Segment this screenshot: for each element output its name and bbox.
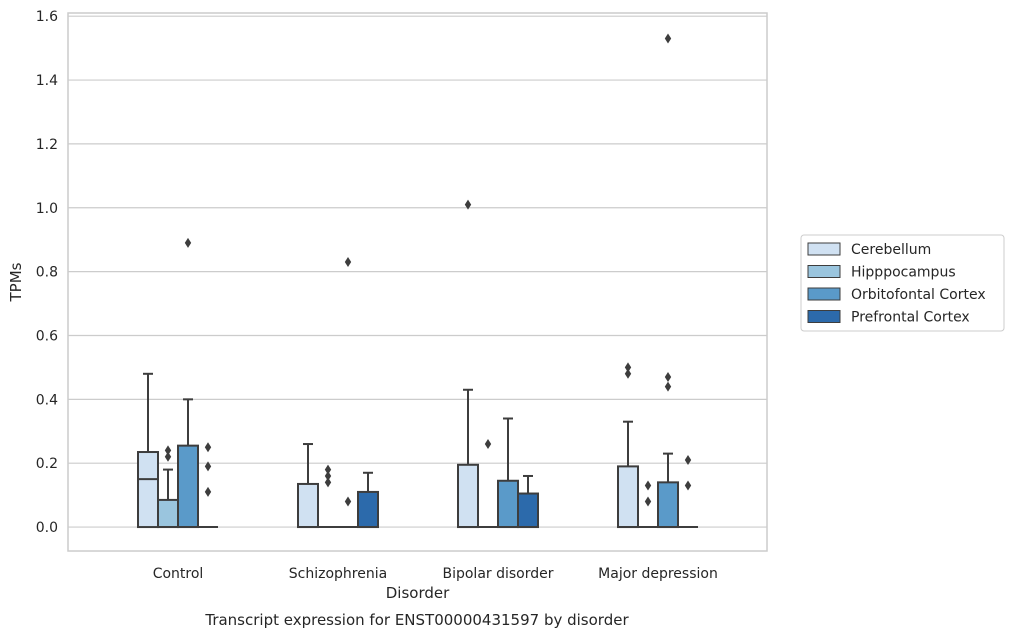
outlier-marker <box>644 480 652 491</box>
box-body <box>157 498 179 529</box>
y-tick-label: 1.0 <box>36 201 58 217</box>
y-tick-label: 0.2 <box>36 456 58 472</box>
box-body <box>517 492 539 529</box>
grid-lines <box>68 15 767 528</box>
outlier-marker <box>684 455 692 466</box>
outlier-marker <box>664 33 672 44</box>
y-tick-label: 0.0 <box>36 520 58 536</box>
legend-label: Cerebellum <box>851 242 931 258</box>
series-hipppocampus <box>157 439 658 529</box>
box-body <box>357 490 379 529</box>
outlier-marker <box>204 442 212 453</box>
box-element <box>177 237 199 529</box>
box-element <box>357 471 379 529</box>
legend-item: Hipppocampus <box>807 265 956 281</box>
box-element <box>678 455 698 529</box>
legend-swatch <box>807 242 841 256</box>
x-tick-label: Schizophrenia <box>289 566 387 582</box>
outlier-marker <box>684 480 692 491</box>
legend-item: Orbitofontal Cortex <box>807 287 986 303</box>
box-body <box>137 451 159 529</box>
outlier-marker <box>204 486 212 497</box>
series-orbitofontal-cortex <box>177 33 679 529</box>
box-body <box>177 444 199 529</box>
box-element <box>198 442 218 529</box>
outlier-marker <box>324 477 332 488</box>
box-body <box>617 465 639 529</box>
outlier-marker <box>204 461 212 472</box>
legend-item: Prefrontal Cortex <box>807 310 970 326</box>
box-element <box>297 443 319 529</box>
legend-swatch <box>807 310 841 323</box>
box-body <box>457 463 479 529</box>
box-element <box>517 474 539 529</box>
box-element <box>638 480 658 529</box>
x-tick-label: Control <box>153 566 204 582</box>
legend-label: Prefrontal Cortex <box>851 310 970 326</box>
outlier-marker <box>164 445 172 456</box>
legend-items: Cerebellum Hipppocampus Orbitofontal Corte… <box>807 242 986 326</box>
outlier-marker <box>624 362 632 373</box>
outlier-marker <box>184 237 192 248</box>
plot-frame <box>67 12 768 552</box>
y-tick-label: 0.8 <box>36 265 58 281</box>
outlier-marker <box>644 496 652 507</box>
outlier-marker <box>324 464 332 475</box>
y-tick-label: 0.4 <box>36 392 58 408</box>
series-cerebellum <box>137 199 639 529</box>
box-element <box>137 372 159 529</box>
y-tick-label: 1.2 <box>36 137 58 153</box>
y-tick-label: 0.6 <box>36 328 58 344</box>
x-axis-label: Disorder <box>386 584 450 602</box>
box-series <box>137 33 698 529</box>
y-axis-label: TPMs <box>7 262 25 302</box>
box-element <box>157 445 179 529</box>
y-tick-label: 1.4 <box>36 73 58 89</box>
box-element <box>617 362 639 529</box>
legend: Cerebellum Hipppocampus Orbitofontal Corte… <box>800 234 1005 332</box>
outlier-marker <box>344 496 352 507</box>
outlier-marker <box>324 470 332 481</box>
legend-frame <box>800 234 1005 332</box>
box-element <box>657 33 679 529</box>
outlier-marker <box>664 371 672 382</box>
x-axis-ticks: Control Schizophrenia Bipolar disorder Majo… <box>153 566 718 582</box>
legend-label: Orbitofontal Cortex <box>851 287 986 303</box>
outlier-marker <box>664 381 672 392</box>
box-element <box>318 464 338 529</box>
box-body <box>497 479 519 529</box>
series-prefrontal-cortex <box>198 442 698 529</box>
box-element <box>338 257 358 529</box>
outlier-marker <box>464 199 472 210</box>
legend-label: Hipppocampus <box>851 265 956 281</box>
legend-item: Cerebellum <box>807 242 931 258</box>
x-tick-label: Major depression <box>598 566 718 582</box>
box-element <box>457 199 479 529</box>
outlier-marker <box>484 439 492 450</box>
y-tick-label: 1.6 <box>36 9 58 25</box>
legend-swatch <box>807 287 841 301</box>
outlier-marker <box>344 257 352 268</box>
box-body <box>657 481 679 529</box>
outlier-marker <box>164 451 172 462</box>
box-body <box>297 482 319 529</box>
chart-caption: Transcript expression for ENST0000043159… <box>204 611 629 629</box>
box-element <box>478 439 498 529</box>
outlier-marker <box>624 368 632 379</box>
x-tick-label: Bipolar disorder <box>442 566 553 582</box>
legend-swatch <box>807 265 841 278</box>
y-axis-ticks: 0.0 0.2 0.4 0.6 0.8 1.0 1.2 1.4 1.6 <box>36 9 58 536</box>
